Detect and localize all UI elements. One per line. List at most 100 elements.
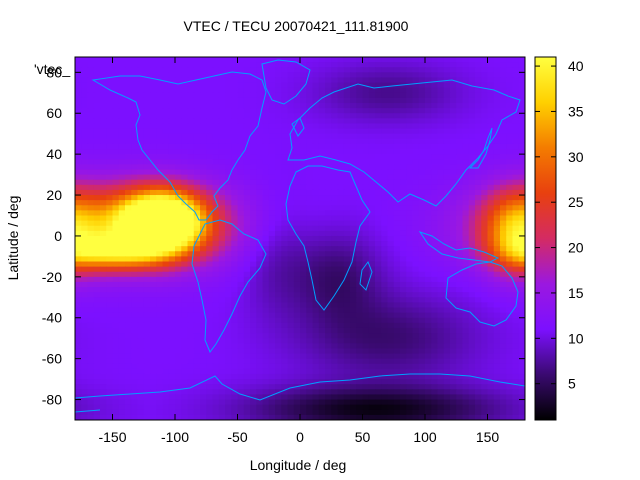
heatmap-cell: [356, 133, 364, 140]
heatmap-cell: [218, 205, 226, 211]
heatmap-cell: [162, 200, 170, 206]
heatmap-cell: [231, 210, 239, 217]
heatmap-cell: [375, 256, 382, 263]
heatmap-cell: [393, 297, 401, 304]
heatmap-cell: [450, 256, 457, 263]
heatmap-cell: [418, 251, 426, 257]
heatmap-cell: [512, 363, 520, 370]
heatmap-cell: [212, 384, 220, 390]
heatmap-cell: [381, 399, 389, 406]
heatmap-cell: [456, 287, 464, 293]
heatmap-cell: [337, 103, 345, 109]
heatmap-cell: [112, 404, 120, 411]
heatmap-cell: [137, 174, 145, 181]
heatmap-cell: [143, 200, 151, 206]
heatmap-cell: [218, 338, 226, 344]
heatmap-cell: [475, 133, 482, 140]
heatmap-cell: [225, 225, 232, 232]
heatmap-cell: [425, 220, 432, 227]
heatmap-cell: [406, 343, 414, 350]
heatmap-cell: [300, 394, 307, 401]
heatmap-cell: [475, 123, 482, 130]
heatmap-cell: [93, 128, 101, 135]
heatmap-cell: [475, 77, 482, 84]
heatmap-cell: [400, 138, 407, 145]
heatmap-cell: [425, 246, 432, 252]
heatmap-cell: [281, 189, 289, 196]
heatmap-cell: [237, 159, 245, 165]
heatmap-cell: [450, 220, 457, 227]
heatmap-cell: [118, 251, 126, 257]
heatmap-cell: [487, 154, 495, 160]
heatmap-cell: [187, 92, 195, 99]
heatmap-cell: [487, 169, 495, 176]
heatmap-cell: [331, 266, 339, 273]
heatmap-cell: [156, 220, 164, 227]
heatmap-cell: [250, 174, 257, 181]
heatmap-cell: [87, 164, 95, 171]
heatmap-cell: [431, 77, 439, 84]
heatmap-cell: [406, 210, 414, 217]
heatmap-cell: [431, 338, 439, 344]
heatmap-cell: [475, 251, 482, 257]
heatmap-cell: [300, 317, 307, 324]
heatmap-cell: [387, 327, 395, 334]
heatmap-cell: [362, 322, 370, 329]
heatmap-cell: [456, 200, 464, 206]
heatmap-cell: [81, 164, 89, 171]
heatmap-cell: [193, 409, 201, 416]
heatmap-cell: [518, 292, 525, 298]
heatmap-cell: [518, 87, 525, 94]
heatmap-cell: [500, 251, 507, 257]
heatmap-cell: [150, 195, 157, 201]
heatmap-cell: [518, 118, 525, 125]
heatmap-cell: [337, 246, 345, 252]
heatmap-cell: [381, 307, 389, 314]
heatmap-cell: [512, 394, 520, 401]
heatmap-cell: [206, 92, 214, 99]
heatmap-cell: [456, 87, 464, 94]
heatmap-cell: [218, 384, 226, 390]
heatmap-cell: [243, 113, 251, 119]
heatmap-cell: [306, 133, 314, 140]
heatmap-cell: [350, 200, 357, 206]
heatmap-cell: [431, 235, 439, 242]
heatmap-cell: [287, 399, 295, 406]
heatmap-cell: [318, 164, 326, 171]
heatmap-cell: [412, 394, 420, 401]
heatmap-cell: [218, 174, 226, 181]
heatmap-cell: [293, 307, 301, 314]
heatmap-cell: [337, 302, 345, 309]
heatmap-cell: [281, 317, 289, 324]
heatmap-cell: [337, 266, 345, 273]
heatmap-cell: [106, 77, 114, 84]
heatmap-cell: [237, 271, 245, 278]
heatmap-cell: [287, 358, 295, 365]
heatmap-cell: [287, 307, 295, 314]
heatmap-cell: [381, 261, 389, 268]
heatmap-cell: [162, 118, 170, 125]
heatmap-cell: [100, 230, 107, 237]
heatmap-cell: [268, 368, 276, 375]
heatmap-cell: [381, 215, 389, 222]
heatmap-cell: [425, 77, 432, 84]
heatmap-cell: [456, 210, 464, 217]
heatmap-cell: [456, 389, 464, 396]
heatmap-cell: [512, 235, 520, 242]
heatmap-cell: [187, 138, 195, 145]
heatmap-cell: [175, 276, 182, 283]
heatmap-cell: [162, 113, 170, 119]
heatmap-cell: [268, 338, 276, 344]
heatmap-cell: [218, 348, 226, 355]
heatmap-cell: [150, 287, 157, 293]
heatmap-cell: [281, 394, 289, 401]
heatmap-cell: [168, 256, 176, 263]
heatmap-cell: [281, 343, 289, 350]
heatmap-cell: [318, 317, 326, 324]
heatmap-cell: [112, 292, 120, 298]
heatmap-cell: [143, 128, 151, 135]
heatmap-cell: [231, 138, 239, 145]
heatmap-cell: [237, 230, 245, 237]
heatmap-cell: [318, 174, 326, 181]
heatmap-cell: [331, 343, 339, 350]
